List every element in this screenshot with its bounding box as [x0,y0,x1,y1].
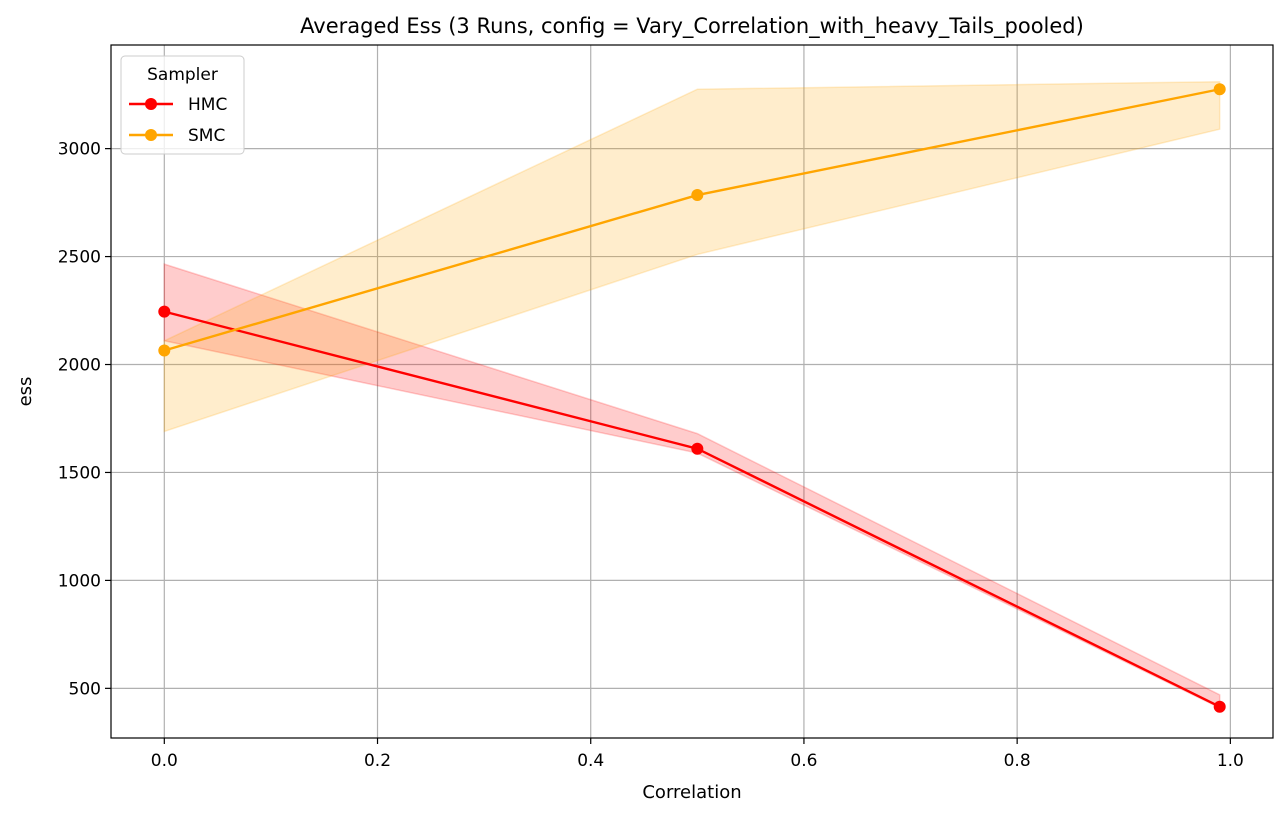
y-tick-label: 500 [69,679,101,699]
x-axis-ticks: 0.0 0.2 0.4 0.6 0.8 1.0 [151,738,1244,771]
x-tick-label: 0.2 [364,751,391,771]
legend-label-hmc: HMC [188,95,227,115]
x-tick-label: 0.6 [790,751,817,771]
legend: Sampler HMC SMC [120,55,245,155]
x-tick-label: 0.0 [151,751,178,771]
y-tick-label: 1500 [58,463,101,483]
y-tick-label: 3000 [58,140,101,160]
x-tick-label: 0.8 [1004,751,1031,771]
x-tick-label: 0.4 [577,751,604,771]
plot-frame [110,44,1274,739]
point-hmc [691,442,704,455]
y-axis-label: ess [15,377,36,407]
series-markers [158,83,1226,713]
y-tick-label: 1000 [58,571,101,591]
legend-marker-smc [145,129,157,141]
band-smc [163,80,1221,433]
legend-label-smc: SMC [188,126,225,146]
y-tick-label: 2500 [58,248,101,268]
y-tick-label: 2000 [58,356,101,376]
point-smc [158,344,171,357]
point-hmc [1213,700,1226,713]
point-hmc [158,305,171,318]
grid [111,45,1273,738]
point-smc [691,189,704,202]
x-tick-label: 1.0 [1217,751,1244,771]
y-axis-ticks: 500 1000 1500 2000 2500 3000 [58,140,111,699]
x-axis-label: Correlation [642,782,741,803]
point-smc [1213,83,1226,96]
legend-marker-hmc [145,98,157,110]
legend-title: Sampler [147,65,218,85]
chart-title: Averaged Ess (3 Runs, config = Vary_Corr… [300,14,1084,39]
